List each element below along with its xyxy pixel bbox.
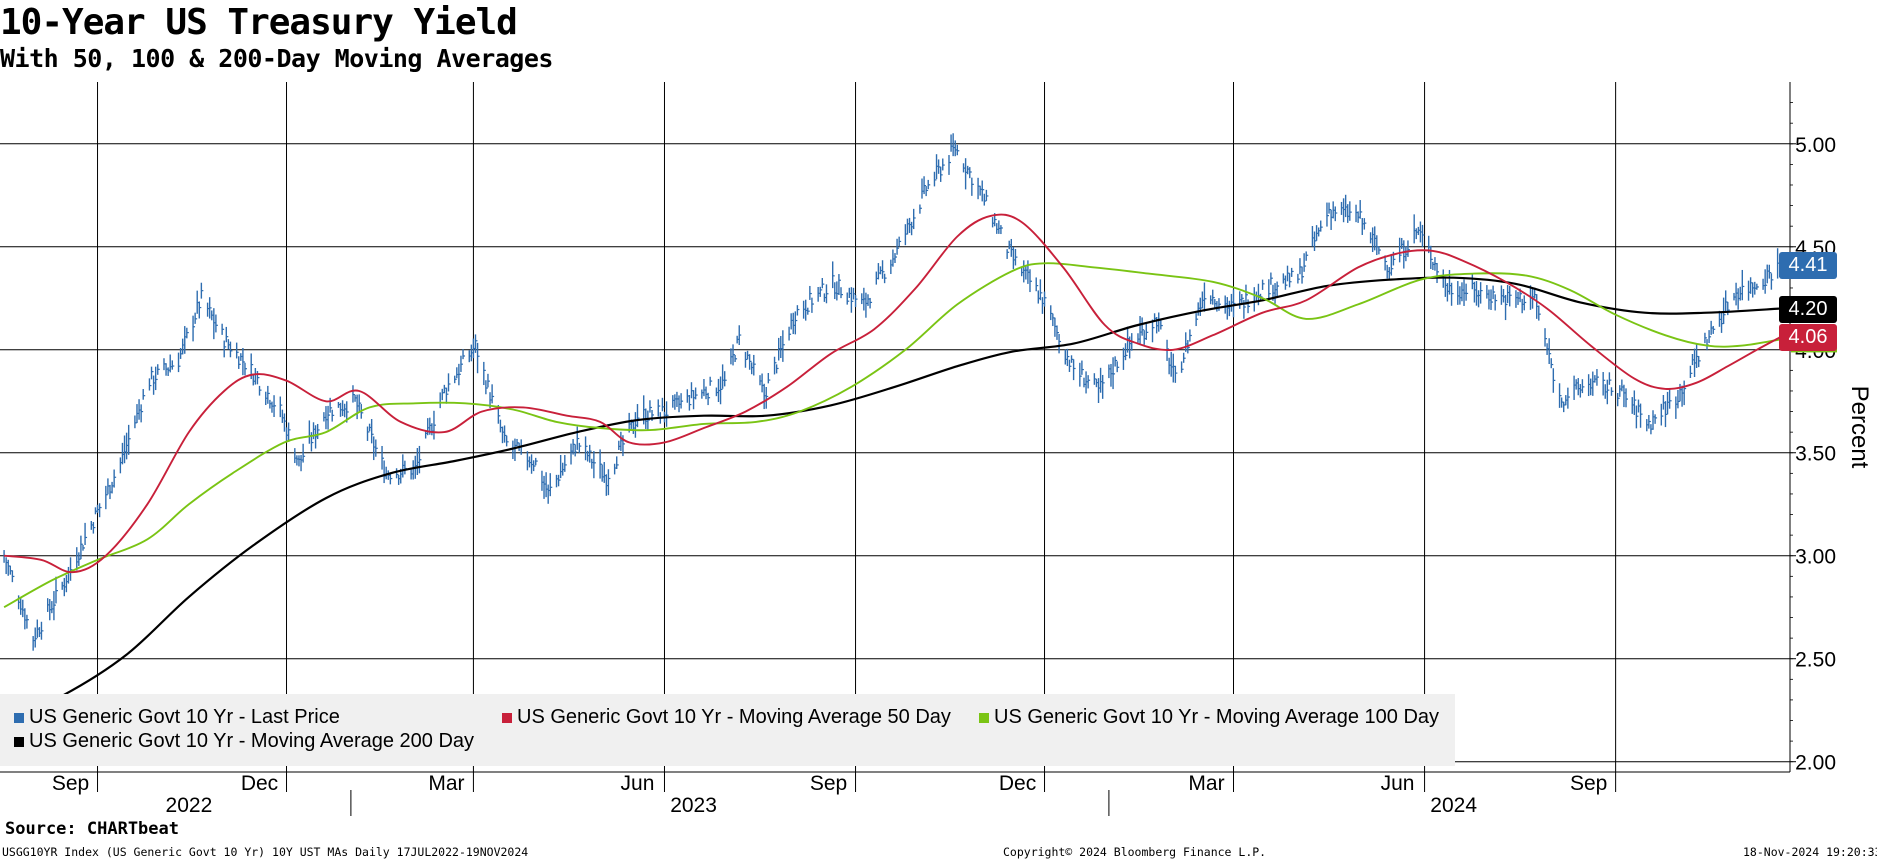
price-bars-series (3, 133, 1782, 651)
legend-item-ma50: US Generic Govt 10 Yr - Moving Average 5… (502, 706, 951, 729)
moving-average-series (3, 213, 1781, 722)
legend-item-last-price: US Generic Govt 10 Yr - Last Price (14, 706, 340, 729)
y-tick-label: 3.50 (1795, 443, 1836, 466)
x-month-label: Jun (1381, 772, 1415, 795)
y-tick-label: 2.50 (1795, 649, 1836, 672)
y-axis-title: Percent (1846, 386, 1873, 469)
y-tick-label: 3.00 (1795, 546, 1836, 569)
legend-swatch-ma200 (14, 736, 24, 747)
footer-copyright: Copyright© 2024 Bloomberg Finance L.P. (1003, 845, 1267, 859)
legend-label-ma50: US Generic Govt 10 Yr - Moving Average 5… (517, 706, 951, 728)
legend-label-ma200: US Generic Govt 10 Yr - Moving Average 2… (29, 730, 475, 752)
x-month-label: Mar (1188, 772, 1224, 795)
y-tick-label: 2.00 (1795, 752, 1836, 775)
x-year-label: 2024 (1430, 794, 1477, 817)
axes: 2.002.503.003.504.004.505.00SepDecMarJun… (0, 82, 1873, 817)
x-month-label: Dec (999, 772, 1036, 795)
chart-title: 10-Year US Treasury Yield (0, 2, 518, 43)
ma100-line (3, 262, 1780, 609)
x-month-label: Sep (810, 772, 847, 795)
x-month-label: Dec (241, 772, 278, 795)
y-tick-label: 5.00 (1795, 134, 1836, 157)
last-value-label-price: 4.41 (1779, 252, 1837, 280)
footer-index-info: USGG10YR Index (US Generic Govt 10 Yr) 1… (2, 845, 529, 859)
ma50-line (3, 213, 1781, 574)
legend-swatch-ma50 (502, 712, 512, 723)
x-month-label: Sep (52, 772, 89, 795)
last-value-label-ma200: 4.20 (1779, 295, 1837, 323)
legend-item-ma100: US Generic Govt 10 Yr - Moving Average 1… (979, 706, 1439, 729)
x-year-label: 2023 (670, 794, 717, 817)
x-month-label: Mar (428, 772, 464, 795)
grid-lines (0, 82, 1790, 792)
legend-swatch-last-price (14, 712, 24, 723)
legend: US Generic Govt 10 Yr - Last Price US Ge… (0, 694, 1455, 766)
legend-item-ma200: US Generic Govt 10 Yr - Moving Average 2… (14, 730, 474, 753)
x-year-label: 2022 (166, 794, 213, 817)
footer-timestamp: 18-Nov-2024 19:20:33 (1743, 845, 1877, 859)
x-month-label: Jun (621, 772, 655, 795)
x-month-label: Sep (1570, 772, 1607, 795)
legend-swatch-ma100 (979, 712, 989, 723)
chart-subtitle: With 50, 100 & 200-Day Moving Averages (0, 44, 553, 73)
source-note: Source: CHARTbeat (5, 819, 179, 839)
legend-label-last-price: US Generic Govt 10 Yr - Last Price (29, 706, 340, 728)
ma200-line (3, 276, 1780, 722)
last-value-label-ma50: 4.06 (1779, 324, 1837, 352)
legend-label-ma100: US Generic Govt 10 Yr - Moving Average 1… (994, 706, 1440, 728)
